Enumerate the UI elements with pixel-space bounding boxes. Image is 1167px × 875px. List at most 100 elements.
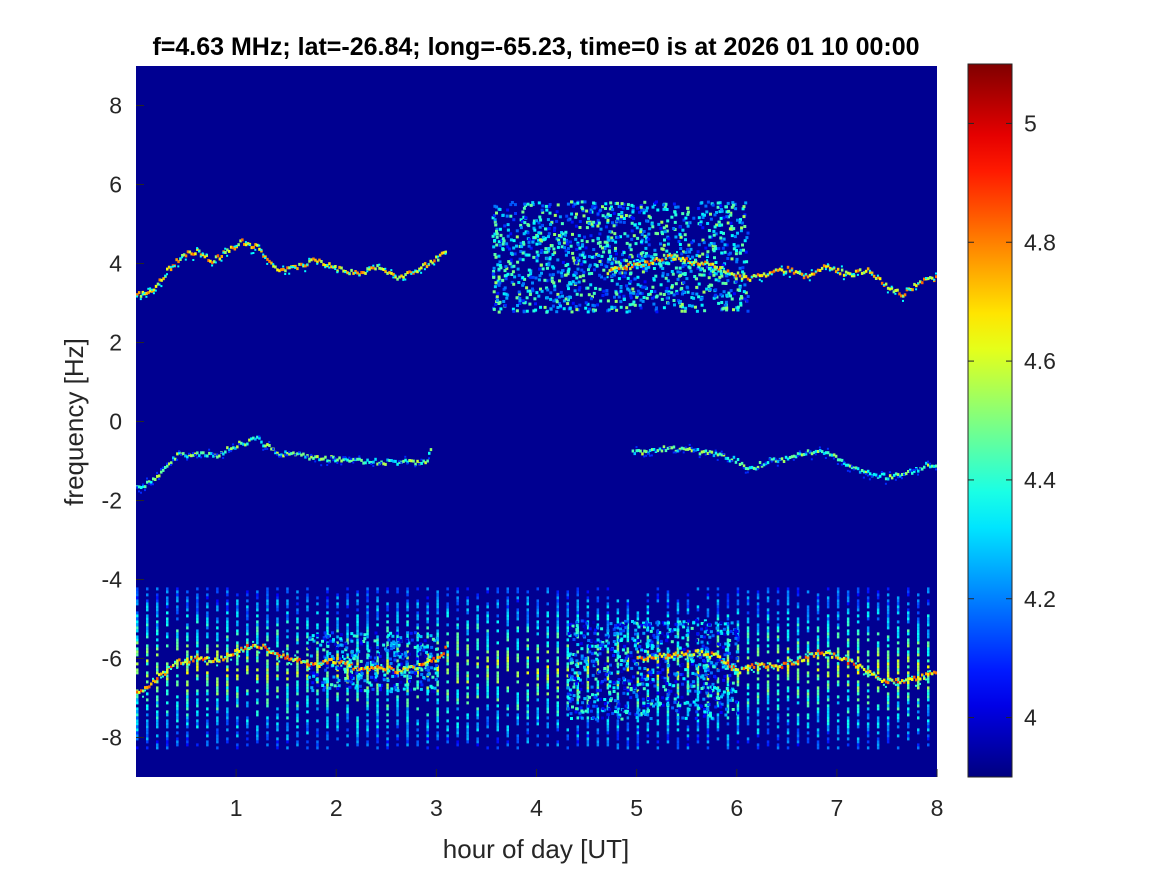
- streak-cell: [326, 602, 329, 606]
- streak-cell: [716, 617, 720, 621]
- streak-cell: [166, 644, 169, 648]
- streak-cell: [456, 701, 459, 705]
- scatter-cell: [608, 214, 612, 217]
- streak-cell: [476, 656, 479, 660]
- streak-cell: [766, 668, 770, 672]
- streak-cell: [256, 659, 259, 663]
- streak-cell: [746, 704, 750, 708]
- streak-cell: [746, 602, 750, 606]
- streak-cell: [186, 740, 189, 744]
- scatter-cell: [586, 220, 589, 224]
- scatter-cell: [502, 300, 506, 303]
- streak-cell: [486, 734, 489, 738]
- streak-cell: [927, 677, 930, 681]
- streak-cell: [346, 719, 349, 723]
- streak-cell: [566, 593, 569, 597]
- streak-cell: [306, 608, 309, 612]
- streak-cell: [756, 695, 760, 699]
- streak-cell: [286, 692, 289, 696]
- streak-cell: [696, 587, 700, 591]
- scatter-cell: [628, 303, 632, 307]
- streak-cell: [486, 620, 489, 624]
- streak-cell: [146, 602, 149, 606]
- scatter-cell: [731, 688, 735, 692]
- streak-cell: [566, 596, 569, 600]
- scatter-cell: [719, 293, 723, 297]
- scatter-cell: [718, 201, 722, 205]
- scatter-cell: [643, 234, 647, 238]
- streak-cell: [256, 623, 259, 627]
- streak-cell: [176, 596, 179, 600]
- streak-cell: [636, 728, 640, 732]
- streak-cell: [386, 587, 389, 591]
- streak-cell: [846, 743, 850, 747]
- streak-cell: [606, 674, 610, 678]
- streak-cell: [896, 608, 900, 612]
- scatter-cell: [659, 242, 662, 246]
- scatter-cell: [694, 703, 698, 707]
- scatter-cell: [650, 699, 654, 703]
- scatter-cell: [569, 622, 572, 626]
- streak-cell: [937, 641, 940, 644]
- scatter-cell: [633, 303, 637, 307]
- streak-cell: [416, 617, 419, 621]
- streak-cell: [756, 713, 760, 717]
- streak-cell: [246, 701, 249, 705]
- streak-cell: [476, 740, 479, 744]
- streak-cell: [556, 719, 559, 723]
- scatter-cell: [667, 649, 671, 653]
- scatter-cell: [734, 280, 738, 284]
- streak-cell: [356, 626, 359, 630]
- streak-cell: [376, 692, 379, 696]
- scatter-cell: [713, 686, 716, 690]
- scatter-cell: [607, 308, 611, 312]
- streak-cell: [476, 725, 479, 729]
- streak-cell: [866, 707, 870, 711]
- streak-cell: [886, 623, 890, 627]
- scatter-cell: [566, 269, 570, 273]
- scatter-cell: [686, 206, 690, 210]
- streak-cell: [556, 713, 559, 717]
- scatter-cell: [708, 711, 712, 715]
- streak-cell: [716, 629, 720, 633]
- streak-cell: [626, 725, 630, 729]
- streak-cell: [326, 698, 329, 702]
- streak-cell: [186, 704, 189, 708]
- streak-cell: [726, 704, 730, 708]
- streak-cell: [386, 590, 389, 594]
- streak-cell: [156, 713, 159, 717]
- scatter-cell: [591, 673, 595, 677]
- streak-cell: [666, 626, 670, 630]
- streak-cell: [186, 638, 189, 642]
- streak-cell: [716, 608, 720, 612]
- streak-cell: [396, 602, 399, 606]
- streak-cell: [756, 701, 760, 705]
- streak-cell: [386, 683, 389, 687]
- streak-cell: [907, 722, 910, 726]
- scatter-cell: [723, 622, 727, 626]
- streak-cell: [586, 632, 590, 636]
- streak-cell: [736, 611, 740, 615]
- streak-cell: [726, 641, 730, 645]
- streak-cell: [756, 728, 760, 732]
- scatter-cell: [493, 232, 497, 236]
- streak-cell: [356, 719, 359, 723]
- streak-cell: [866, 671, 870, 675]
- scatter-cell: [732, 292, 736, 296]
- streak-cell: [766, 617, 770, 621]
- streak-cell: [686, 665, 690, 669]
- scatter-cell: [651, 678, 655, 681]
- scatter-cell: [635, 647, 639, 651]
- scatter-cell: [736, 711, 740, 715]
- streak-cell: [686, 746, 690, 750]
- scatter-cell: [599, 647, 603, 651]
- scatter-cell: [690, 626, 694, 630]
- streak-cell: [226, 593, 229, 597]
- streak-cell: [486, 638, 489, 642]
- streak-cell: [206, 596, 209, 600]
- streak-cell: [206, 611, 209, 615]
- streak-cell: [546, 701, 549, 705]
- streak-cell: [366, 608, 369, 612]
- streak-cell: [396, 686, 399, 690]
- streak-cell: [586, 740, 590, 744]
